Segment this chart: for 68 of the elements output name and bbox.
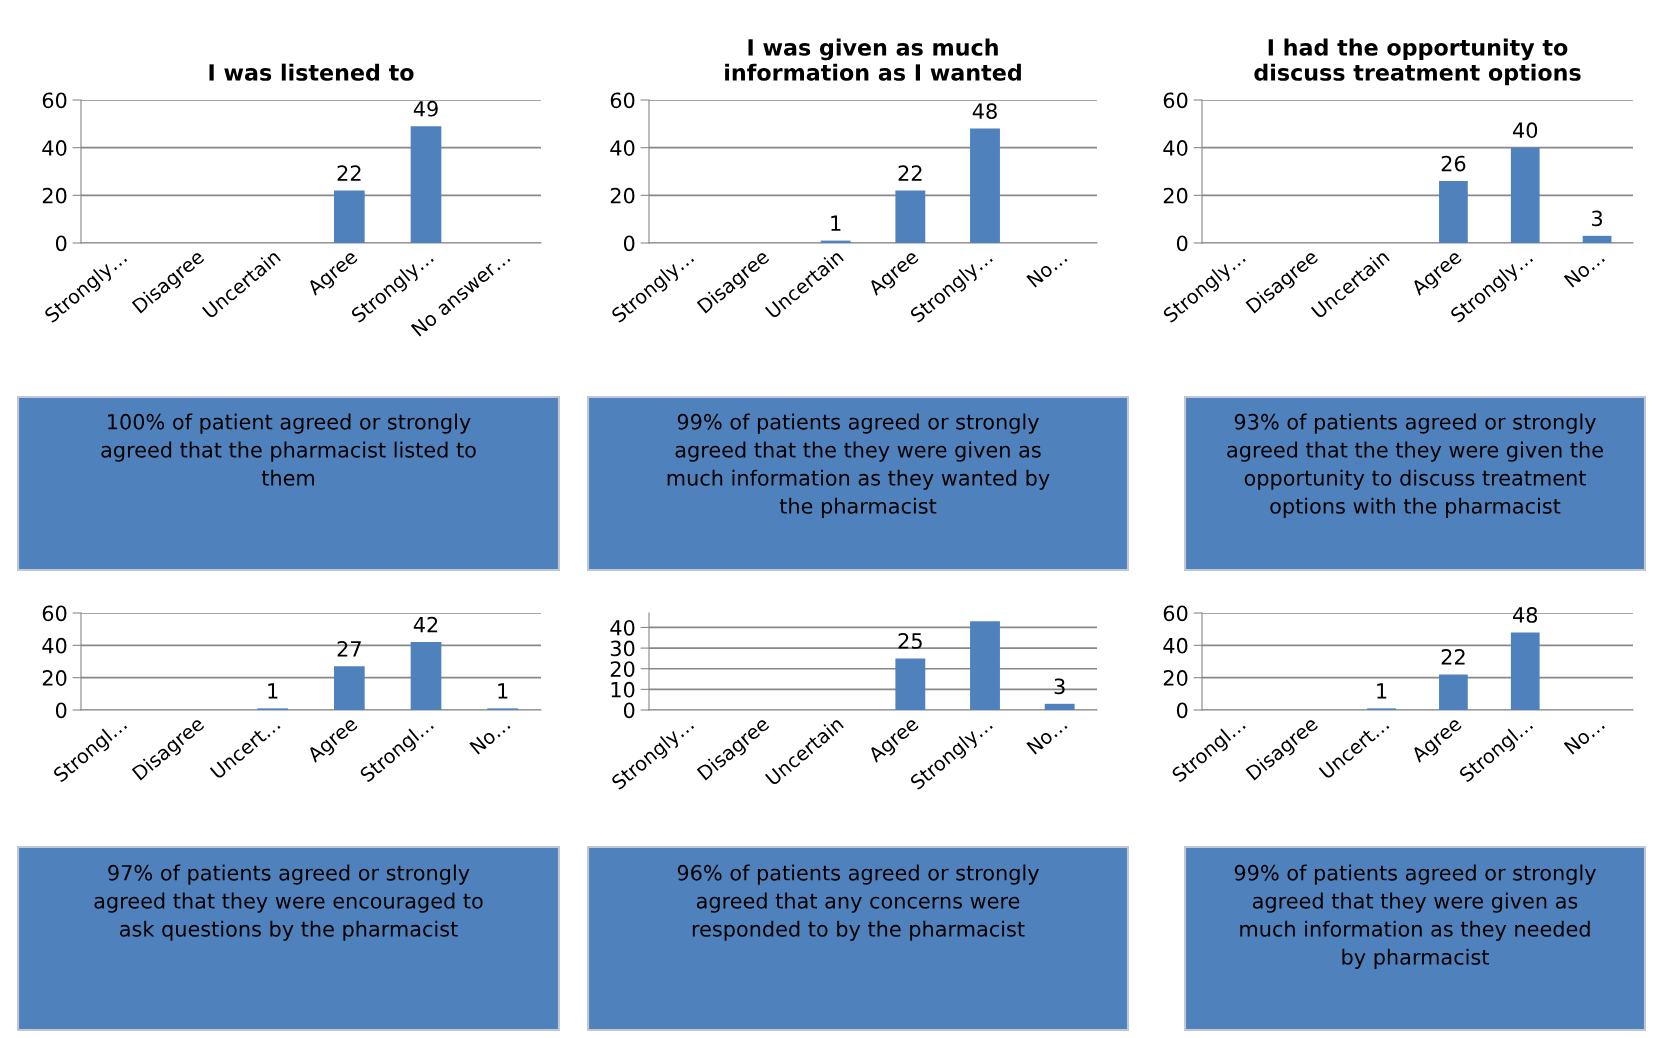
bar	[1439, 674, 1468, 710]
y-tick-label: 40	[1163, 637, 1188, 654]
bar	[1582, 235, 1612, 243]
bar	[1510, 632, 1540, 710]
text: 93% of patients agreed or strongly agreed that the they were given the opportunity to discuss treatment options with the pharmacist	[1227, 413, 1603, 518]
text: 99% of patients agreed or strongly agreed that they were given as much information as they needed by pharmacist	[1234, 864, 1596, 969]
data-label: 26	[1441, 155, 1466, 172]
y-tick-label: 0	[1176, 702, 1188, 719]
x-tick-label: No…	[1026, 249, 1068, 288]
text: 100% of patient agreed or strongly agreed that the pharmacist listed to them	[101, 413, 476, 486]
data-label: 1	[831, 215, 841, 231]
y-tick-label: 60	[1163, 605, 1188, 622]
text: 97% of patients agreed or strongly agreed that they were encouraged to ask questions by the pharmacist	[94, 864, 483, 941]
data-label: 3	[1054, 678, 1065, 695]
data-label: 48	[972, 103, 997, 120]
data-label: 22	[337, 165, 361, 181]
data-label: 3	[1592, 210, 1603, 227]
data-label: 22	[1441, 649, 1465, 665]
chart-title: I was listened to	[209, 63, 414, 81]
y-tick-label: 40	[610, 140, 635, 156]
y-tick-label: 60	[610, 92, 635, 109]
y-tick-label: 30	[610, 640, 635, 657]
y-tick-label: 0	[55, 235, 67, 252]
data-label: 25	[898, 633, 922, 649]
text: 96% of patients agreed or strongly agreed that any concerns were responded to by the pharmacist	[677, 864, 1039, 941]
data-label: 1	[268, 683, 278, 699]
data-label: 1	[498, 683, 508, 699]
y-tick-label: 20	[1163, 670, 1188, 686]
data-label: 22	[898, 165, 922, 181]
y-tick-label: 20	[610, 661, 635, 677]
y-tick-label: 0	[1176, 235, 1188, 252]
bar	[970, 621, 1000, 710]
x-tick-label: No…	[1026, 716, 1068, 755]
data-label: 40	[1513, 122, 1538, 139]
bar	[1439, 181, 1468, 243]
y-tick-label: 0	[623, 702, 635, 719]
y-tick-label: 0	[55, 702, 67, 719]
data-label: 1	[1377, 683, 1387, 699]
x-tick-label: No…	[1563, 249, 1606, 288]
data-label: 49	[413, 100, 438, 117]
bar	[1510, 147, 1540, 243]
y-tick-label: 60	[42, 605, 67, 622]
chart-title: I had the opportunity to discuss treatment options	[1254, 38, 1581, 86]
x-tick-label: No…	[1563, 716, 1606, 755]
y-tick-label: 20	[1163, 187, 1188, 204]
bar	[970, 128, 1000, 243]
y-tick-label: 40	[1163, 140, 1188, 156]
bar	[895, 190, 926, 243]
data-label: 27	[337, 641, 361, 657]
y-tick-label: 20	[610, 187, 635, 204]
y-tick-label: 40	[42, 637, 67, 654]
data-label: 42	[413, 616, 438, 633]
bar	[895, 658, 926, 710]
data-label: 48	[1513, 607, 1538, 623]
y-tick-label: 40	[610, 619, 635, 636]
y-tick-label: 10	[611, 681, 635, 698]
y-tick-label: 60	[1163, 92, 1188, 109]
bar	[410, 642, 442, 710]
y-tick-label: 60	[42, 92, 67, 109]
bar	[334, 666, 365, 710]
y-tick-label: 20	[42, 187, 67, 204]
y-tick-label: 20	[42, 670, 67, 686]
y-tick-label: 0	[623, 235, 635, 252]
x-tick-label: No…	[469, 716, 511, 755]
chart-title: I was given as much information as I wanted	[725, 38, 1021, 81]
y-tick-label: 40	[42, 140, 67, 156]
bar	[1044, 703, 1075, 710]
text: 99% of patients agreed or strongly agreed that the they were given as much information as they wanted by the pharmacist	[667, 413, 1050, 518]
